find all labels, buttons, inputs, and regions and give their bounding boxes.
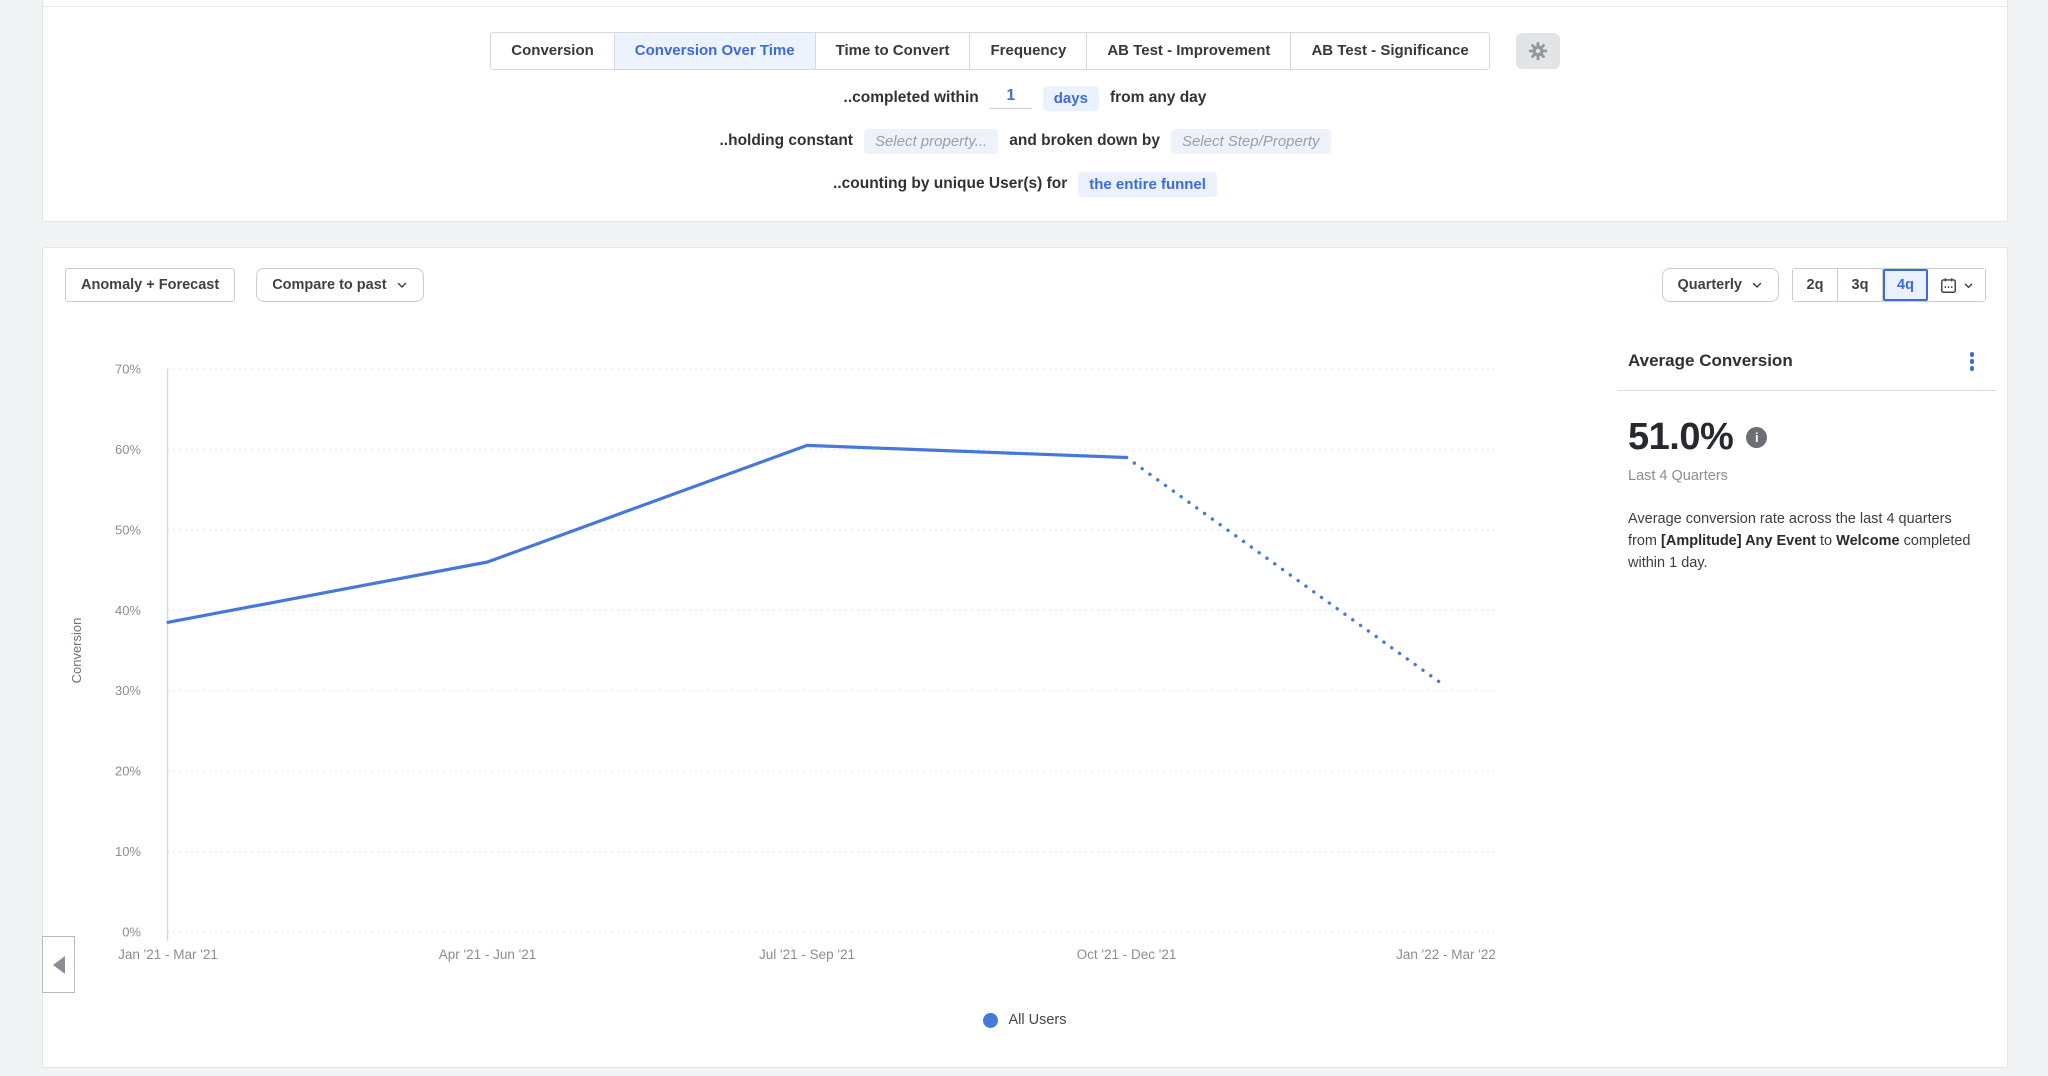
query-builder-panel: Conversion Conversion Over Time Time to Co… xyxy=(42,7,2008,222)
average-conversion-summary: Average Conversion 51.0% i Last 4 Quarte… xyxy=(1618,348,1996,575)
calendar-icon xyxy=(1941,277,1956,293)
tab-ab-test-improvement[interactable]: AB Test - Improvement xyxy=(1087,33,1292,69)
chart-legend: All Users xyxy=(43,1012,2007,1028)
completed-within-label: ..completed within xyxy=(843,89,979,106)
y-tick-label: 10% xyxy=(115,844,141,859)
interval-label: Quarterly xyxy=(1677,277,1742,293)
gear-icon xyxy=(1528,41,1547,61)
chart-panel: 0% 10% 20% 30% 40% 50% 60% 70% Conversion Jan '21… xyxy=(42,247,2008,1068)
select-property-dropdown[interactable]: Select property... xyxy=(863,128,999,154)
tab-time-to-convert[interactable]: Time to Convert xyxy=(815,33,971,69)
range-buttons: 2q 3q 4q xyxy=(1793,269,1928,301)
series-line-actual xyxy=(166,443,1129,624)
tab-frequency[interactable]: Frequency xyxy=(970,33,1088,69)
x-tick-label: Jul '21 - Sep '21 xyxy=(759,947,855,962)
summary-divider xyxy=(1618,389,1996,391)
summary-description: Average conversion rate across the last … xyxy=(1628,510,1971,572)
chevron-down-icon xyxy=(397,282,406,288)
chart-settings-button[interactable] xyxy=(1515,33,1560,69)
tab-conversion-over-time[interactable]: Conversion Over Time xyxy=(614,33,816,69)
tab-ab-test-significance[interactable]: AB Test - Significance xyxy=(1291,33,1489,69)
compare-to-past-label: Compare to past xyxy=(272,277,387,293)
metric-row: 51.0% i xyxy=(1628,416,1996,459)
select-step-property-dropdown[interactable]: Select Step/Property xyxy=(1170,128,1331,154)
range-4q-button[interactable]: 4q xyxy=(1883,269,1928,301)
top-divider-strip xyxy=(42,0,2008,7)
summary-title: Average Conversion xyxy=(1628,351,1793,371)
x-tick-label: Apr '21 - Jun '21 xyxy=(439,947,536,962)
legend-item-all-users[interactable]: All Users xyxy=(983,1012,1067,1028)
chevron-down-icon xyxy=(1752,282,1762,288)
completed-within-row: ..completed within 1 days from any day xyxy=(43,84,2007,112)
range-2q-button[interactable]: 2q xyxy=(1793,269,1838,301)
custom-date-range-button[interactable] xyxy=(1928,269,1985,301)
date-range-segmented-control: 2q 3q 4q xyxy=(1792,268,1986,302)
broken-down-by-label: and broken down by xyxy=(1009,132,1160,149)
days-count-input[interactable]: 1 xyxy=(989,87,1032,109)
x-tick-label: Oct '21 - Dec '21 xyxy=(1077,947,1177,962)
x-tick-label: Jan '22 - Mar '22 xyxy=(1396,947,1496,962)
range-3q-button[interactable]: 3q xyxy=(1838,269,1883,301)
y-tick-label: 30% xyxy=(115,683,141,698)
chart-toolbar-left: Anomaly + Forecast Compare to past xyxy=(65,268,424,302)
summary-header: Average Conversion xyxy=(1618,348,1996,375)
from-any-day-label: from any day xyxy=(1109,89,1207,106)
average-conversion-value: 51.0% xyxy=(1628,415,1734,458)
legend-color-dot xyxy=(983,1012,999,1028)
counting-by-label: ..counting by unique User(s) for xyxy=(833,175,1068,192)
collapse-panel-handle[interactable] xyxy=(42,936,75,993)
y-tick-label: 0% xyxy=(122,925,141,940)
info-icon[interactable]: i xyxy=(1746,426,1768,448)
interval-dropdown[interactable]: Quarterly xyxy=(1661,268,1779,302)
y-tick-label: 60% xyxy=(115,442,141,457)
legend-label: All Users xyxy=(1008,1012,1067,1028)
chart-type-tabs: Conversion Conversion Over Time Time to Co… xyxy=(490,32,1490,70)
tab-conversion[interactable]: Conversion xyxy=(491,33,615,69)
compare-to-past-dropdown[interactable]: Compare to past xyxy=(256,268,424,302)
x-tick-label: Jan '21 - Mar '21 xyxy=(118,947,218,962)
series-line-forecast xyxy=(1124,455,1448,689)
chart-toolbar-right: Quarterly 2q 3q 4q xyxy=(1661,268,1986,302)
y-tick-label: 50% xyxy=(115,522,141,537)
conversion-over-time-chart: 0% 10% 20% 30% 40% 50% 60% 70% Conversion Jan '21… xyxy=(69,362,1497,962)
kebab-menu-button[interactable] xyxy=(1966,348,1979,375)
counting-by-row: ..counting by unique User(s) for the ent… xyxy=(43,170,2007,198)
anomaly-forecast-button[interactable]: Anomaly + Forecast xyxy=(65,268,236,302)
y-axis-title: Conversion xyxy=(69,618,84,684)
entire-funnel-dropdown[interactable]: the entire funnel xyxy=(1078,171,1217,197)
summary-period: Last 4 Quarters xyxy=(1628,467,1728,484)
holding-constant-row: ..holding constant Select property... an… xyxy=(43,127,2007,155)
chevron-down-icon xyxy=(1964,282,1973,288)
chart-type-tab-bar: Conversion Conversion Over Time Time to Co… xyxy=(43,32,2007,70)
days-unit-dropdown[interactable]: days xyxy=(1042,85,1099,111)
holding-constant-label: ..holding constant xyxy=(719,132,853,149)
collapse-arrow-icon xyxy=(52,955,65,974)
y-tick-label: 70% xyxy=(115,362,141,377)
y-tick-label: 20% xyxy=(115,764,141,779)
y-tick-label: 40% xyxy=(115,603,141,618)
